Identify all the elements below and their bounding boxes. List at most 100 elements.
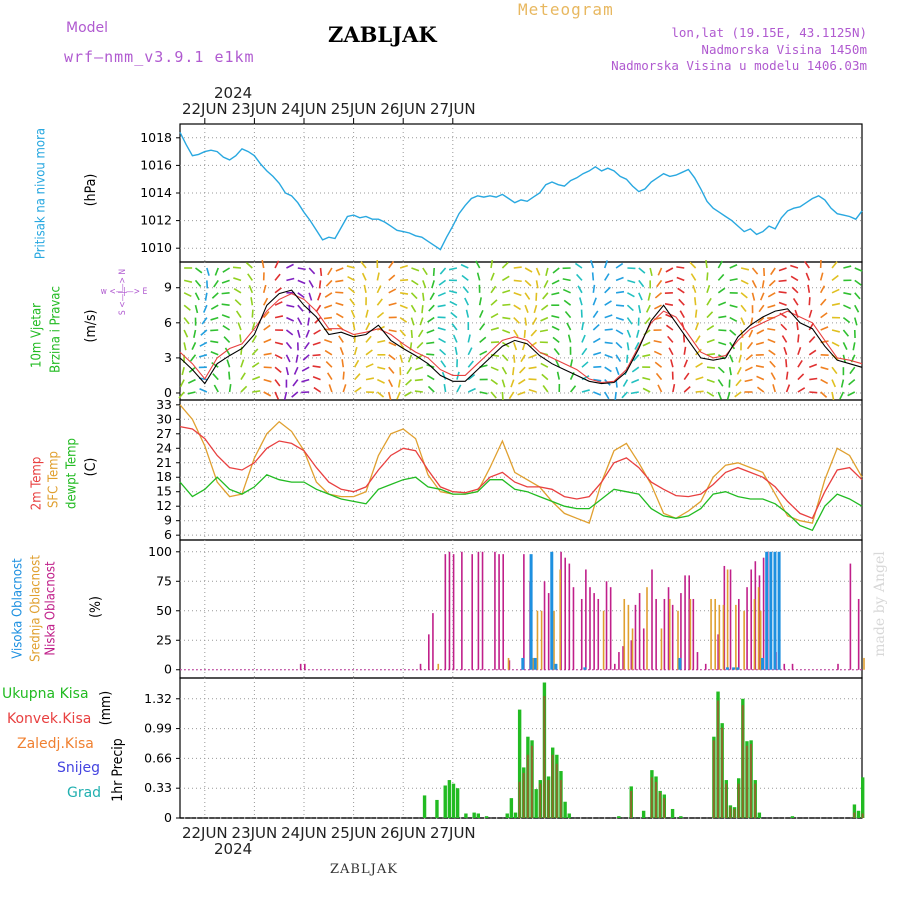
wind-arrow <box>785 371 789 380</box>
wind-arrow <box>831 261 838 269</box>
cloud-bar-visoka <box>773 551 777 670</box>
wind-arrow <box>756 375 765 381</box>
y-tick-label: 1.32 <box>144 691 172 706</box>
wind-arrow <box>376 298 383 306</box>
precip-bar-convective <box>853 812 856 818</box>
cloud-bar-srednja <box>536 610 539 670</box>
wind-arrow <box>335 291 344 294</box>
wind-arrow <box>706 391 715 397</box>
wind-arrow <box>439 348 447 356</box>
wind-arrow <box>237 322 242 331</box>
wind-arrow <box>767 304 776 309</box>
wind-arrow <box>551 325 560 331</box>
y-tick-label: 24 <box>156 440 172 455</box>
wind-arrow <box>422 267 428 276</box>
wind-arrow <box>778 267 787 272</box>
wind-arrow <box>831 391 835 401</box>
wind-arrow <box>263 391 272 397</box>
wind-arrow <box>847 391 856 397</box>
precip-unit: (mm) <box>98 690 114 726</box>
wind-arrow <box>751 280 757 288</box>
wind-arrow <box>542 292 549 300</box>
cloud-bar-srednja <box>623 598 626 670</box>
precip-bar-total <box>790 816 795 818</box>
wind-arrow <box>388 366 395 374</box>
wind-arrow <box>308 267 316 275</box>
wind-arrow <box>513 329 519 338</box>
wind-arrow <box>295 354 299 363</box>
wind-arrow <box>490 313 499 319</box>
wind-arrow <box>228 371 231 380</box>
wind-arrow <box>854 304 860 313</box>
cloud-bar-srednja <box>710 598 712 670</box>
cloud-bar-niska <box>671 604 674 670</box>
wind-arrow <box>187 391 196 395</box>
wind-arrow <box>528 354 537 359</box>
wind-arrow <box>654 292 663 299</box>
wind-arrow <box>780 323 788 331</box>
wind-arrow <box>479 350 488 356</box>
day-label-top: 23JUN <box>232 100 278 118</box>
cloud-bar-visoka <box>550 551 554 670</box>
wind-arrow <box>286 304 295 308</box>
wind-arrow <box>728 354 734 363</box>
wind-arrow <box>695 390 704 393</box>
wind-arrow <box>342 384 347 393</box>
wind-arrow <box>308 279 314 288</box>
wind-arrow <box>313 329 321 335</box>
wind-arrow <box>297 292 305 299</box>
precip-bar-convective <box>861 813 864 818</box>
wind-arrow <box>519 366 526 374</box>
cloud-bar-srednja <box>646 587 648 670</box>
day-label-top: 26JUN <box>380 100 426 118</box>
precip-bar-convective <box>733 808 736 818</box>
cloud-bar-srednja <box>726 569 729 670</box>
cloud-bar-niska <box>589 587 591 670</box>
wind-arrow <box>467 387 476 393</box>
precip-bar-total <box>435 799 439 818</box>
wind-arrow <box>726 391 731 400</box>
wind-arrow <box>490 299 498 306</box>
wind-arrow <box>820 391 828 398</box>
wind-arrow <box>854 267 863 272</box>
wind-arrow <box>501 391 504 401</box>
wind-arrow <box>653 350 662 356</box>
cloud-bar-niska <box>849 563 852 670</box>
wind-arrow <box>820 378 829 385</box>
wind-arrow <box>365 363 374 368</box>
wind-arrow <box>308 305 311 314</box>
wind-arrow <box>513 266 522 269</box>
y-tick-label: 0.66 <box>144 750 172 765</box>
wind-arrow <box>553 348 560 356</box>
wind-speed-line <box>179 289 863 385</box>
wind-arrow <box>376 391 385 398</box>
cloud-bar-niska <box>568 563 571 670</box>
wind-arrow <box>274 273 281 281</box>
wind-arrow <box>421 305 424 314</box>
wind-arrow <box>325 360 333 368</box>
wind-direction-sn: S <—|—> N <box>118 268 128 316</box>
wind-arrow <box>312 354 321 357</box>
cloud-bar-srednja <box>714 598 716 670</box>
day-label-bottom: 24JUN <box>281 824 327 842</box>
cloud-bar-niska <box>696 652 699 670</box>
wind-arrow <box>805 272 811 281</box>
wind-arrow <box>524 292 531 300</box>
cloud-bar-srednja <box>759 610 762 670</box>
wind-arrow <box>734 391 742 398</box>
wind-arrow <box>569 385 577 393</box>
wind-arrow <box>399 354 404 363</box>
wind-arrow <box>706 284 711 294</box>
precip-bar-total <box>476 813 480 818</box>
cloud-bar-niska <box>680 593 682 670</box>
precip-bar-convective <box>551 754 554 818</box>
wind-arrow <box>388 341 397 347</box>
wind-arrow <box>203 304 208 313</box>
wind-arrow <box>432 267 435 277</box>
wind-arrow <box>626 317 633 325</box>
wind-arrow <box>744 378 753 383</box>
wind-arrow <box>490 272 495 281</box>
pressure-label: Pritisak na nivou mora <box>33 127 49 260</box>
wind-arrow <box>615 304 625 307</box>
wind-arrow <box>581 321 585 331</box>
